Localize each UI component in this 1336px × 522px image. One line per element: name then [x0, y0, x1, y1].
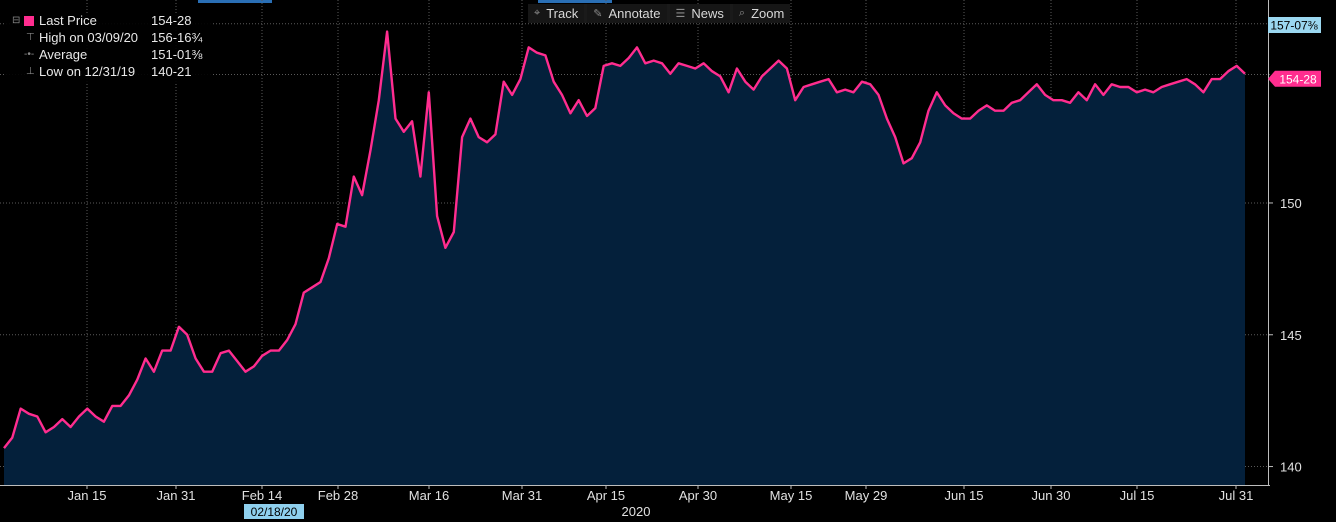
y-tick-label: 145 — [1280, 328, 1302, 343]
legend-row-average: -•- Average 151-01⅜ — [6, 47, 212, 63]
legend-value-low: 140-21 — [151, 64, 192, 79]
labels-layer: Jan 15 Jan 31 Feb 14 Feb 28 Mar 16 Mar 31 Apr … — [67, 17, 1321, 519]
high-value-tag-label: 157-07⅜ — [1270, 19, 1318, 33]
legend-row-low: ⊥ Low on 12/31/19 140-21 — [6, 64, 212, 80]
legend-value-last: 154-28 — [151, 13, 192, 28]
chart-toolbar: ⌖ Track ✎ Annotate ☰ News ⌕ Zoom — [528, 4, 791, 23]
x-tick-label: May 15 — [770, 488, 813, 503]
x-tick-label: Mar 16 — [409, 488, 449, 503]
toolbar-label: News — [691, 6, 724, 21]
legend-label-low: Low on 12/31/19 — [39, 64, 136, 79]
toolbar-label: Annotate — [608, 6, 661, 21]
x-tick-label: Mar 31 — [502, 488, 542, 503]
chart-legend: ⊟ Last Price 154-28 ⊤ High on 03/09/20 1… — [6, 13, 212, 83]
legend-label-high: High on 03/09/20 — [39, 30, 139, 45]
low-marker-icon: ⊥ — [26, 66, 35, 77]
top-tab-indicator-2 — [538, 0, 612, 3]
x-tick-label: Jul 31 — [1219, 488, 1254, 503]
x-year-label: 2020 — [622, 504, 651, 519]
average-marker-icon: -•- — [24, 49, 35, 60]
price-line — [3, 30, 1246, 449]
price-area-fill — [4, 31, 1245, 485]
legend-value-average: 151-01⅜ — [151, 47, 203, 62]
news-button[interactable]: ☰ News — [669, 4, 730, 23]
legend-label-last: Last Price — [39, 13, 97, 28]
legend-value-high: 156-16¾ — [151, 30, 203, 45]
x-tick-label: Jun 30 — [1031, 488, 1070, 503]
legend-row-last[interactable]: ⊟ Last Price 154-28 — [6, 13, 212, 29]
top-tab-indicator-1 — [198, 0, 272, 3]
series-color-swatch — [24, 16, 34, 26]
x-tick-label: Apr 30 — [679, 488, 717, 503]
crosshair-icon: ⌖ — [534, 7, 541, 19]
magnifier-icon: ⌕ — [738, 7, 746, 19]
crosshair-date-tag — [244, 504, 304, 519]
high-value-tag — [1268, 17, 1321, 33]
last-price-tag — [1268, 70, 1321, 87]
x-tick-label: Jan 15 — [67, 488, 106, 503]
collapse-icon[interactable]: ⊟ — [12, 15, 21, 26]
y-tick-label: 150 — [1280, 196, 1302, 211]
x-tick-label: Jun 15 — [944, 488, 983, 503]
zoom-button[interactable]: ⌕ Zoom — [732, 4, 791, 23]
x-tick-label: May 29 — [845, 488, 888, 503]
last-price-tag-label: 154-28 — [1279, 72, 1317, 86]
track-button[interactable]: ⌖ Track — [528, 4, 585, 23]
annotate-button[interactable]: ✎ Annotate — [587, 4, 667, 23]
high-marker-icon: ⊤ — [26, 32, 35, 43]
crosshair-date-label: 02/18/20 — [251, 505, 298, 519]
x-tick-label: Feb 28 — [318, 488, 358, 503]
toolbar-label: Zoom — [751, 6, 785, 21]
y-tick-label: 140 — [1280, 460, 1302, 475]
legend-label-average: Average — [39, 47, 88, 62]
x-tick-label: Apr 15 — [587, 488, 625, 503]
legend-row-high: ⊤ High on 03/09/20 156-16¾ — [6, 30, 212, 46]
axes-layer — [0, 0, 1270, 489]
news-icon: ☰ — [675, 8, 686, 20]
x-tick-label: Feb 14 — [242, 488, 282, 503]
x-tick-label: Jul 15 — [1120, 488, 1155, 503]
x-tick-label: Jan 31 — [156, 488, 195, 503]
pencil-icon: ✎ — [593, 8, 603, 20]
toolbar-label: Track — [546, 6, 579, 21]
